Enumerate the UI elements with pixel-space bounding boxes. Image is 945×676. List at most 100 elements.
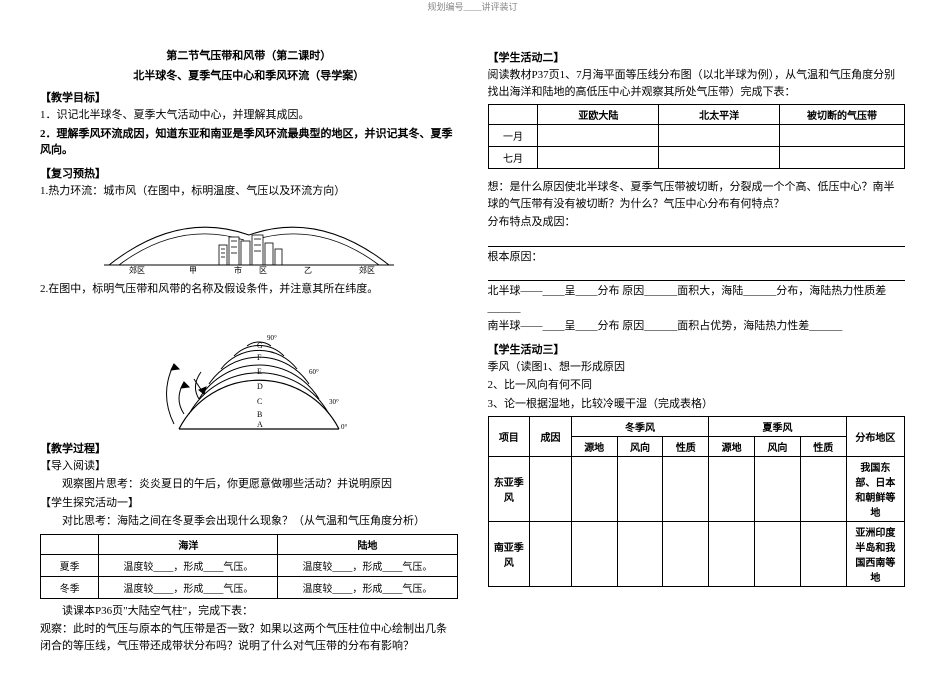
review-item-2: 2.在图中，标明气压带和风带的名称及假设条件，并注意其所在纬度。 xyxy=(40,281,458,298)
south-hemisphere-line: 南半球——____呈____分布 原因______面积占优势，海陆热力性差___… xyxy=(488,318,906,335)
t2-r1: 七月 xyxy=(488,147,538,169)
t3-r1-w3 xyxy=(663,522,709,587)
band-g: G xyxy=(257,341,263,350)
t3-r0-s2 xyxy=(755,457,801,522)
t3-r1-s1 xyxy=(709,522,755,587)
t3-r1-s2 xyxy=(755,522,801,587)
band-e: E xyxy=(257,367,262,376)
t1-h2: 陆地 xyxy=(278,534,457,554)
blank-line-1 xyxy=(488,233,906,247)
right-column: 【学生活动二】 阅读教材P37页1、7月海平面等压线分布图（以北半球为例），从气… xyxy=(488,43,906,656)
t3-h2-src-w: 源地 xyxy=(571,437,617,457)
t3-r0-s3 xyxy=(800,457,846,522)
activity1-text: 对比思考：海陆之间在冬夏季会出现什么现象？（从气温和气压角度分析） xyxy=(40,513,458,530)
t3-h-dist: 分布地区 xyxy=(846,417,904,457)
t3-r0-dist: 我国东部、日本和朝鲜等地 xyxy=(846,457,904,522)
deg-60: 60° xyxy=(309,368,319,376)
page-header: 规划编号____讲评装订 xyxy=(0,0,945,13)
t1-r0-land: 温度较____，形成____气压。 xyxy=(278,554,457,576)
blank-line-2 xyxy=(488,267,906,281)
band-d: D xyxy=(257,382,263,391)
left-column: 第二节气压带和风带（第二课时） 北半球冬、夏季气压中心和季风环流（导学案） 【教… xyxy=(40,43,458,656)
north-hemisphere-line: 北半球——____呈____分布 原因______面积大，海陆______分布，… xyxy=(488,283,906,316)
t2-r0c3 xyxy=(780,125,905,147)
t3-h2-prop-w: 性质 xyxy=(663,437,709,457)
activity3-2: 2、比一风向有何不同 xyxy=(488,377,906,394)
label-suburb-l: 郊区 xyxy=(129,265,145,275)
t3-h-winter: 冬季风 xyxy=(571,417,708,437)
t1-r1-label: 冬季 xyxy=(41,576,99,598)
intro-text: 观察图片思考：炎炎夏日的午后，你更愿意做哪些活动？并说明原因 xyxy=(40,476,458,493)
band-c: C xyxy=(257,397,262,406)
question-1: 想：是什么原因使北半球冬、夏季气压带被切断，分裂成一个个高、低压中心？南半球的气… xyxy=(488,179,906,212)
label-suburb-r: 郊区 xyxy=(359,265,375,275)
intro-label: 【导入阅读】 xyxy=(40,458,458,475)
t2-r1c3 xyxy=(780,147,905,169)
deg-0: 0° xyxy=(341,423,348,431)
city-circulation-figure: 郊区 甲 市 区 乙 郊区 xyxy=(99,205,399,275)
lesson-title-1: 第二节气压带和风带（第二课时） xyxy=(40,47,458,63)
t3-h-summer: 夏季风 xyxy=(709,417,846,437)
activity2-label: 【学生活动二】 xyxy=(488,49,906,65)
t1-h1: 海洋 xyxy=(99,534,278,554)
label-city-l: 市 xyxy=(234,265,242,275)
pressure-belts-figure: G F E D C B A 90° 60° 30° 0° xyxy=(149,304,349,434)
lesson-title-2: 北半球冬、夏季气压中心和季风环流（导学案） xyxy=(40,67,458,83)
label-city-r: 区 xyxy=(259,266,267,275)
t3-r0-s1 xyxy=(709,457,755,522)
t3-r1-dist: 亚洲印度半岛和我国西南等地 xyxy=(846,522,904,587)
t1-r0-sea: 温度较____，形成____气压。 xyxy=(99,554,278,576)
t3-r0-label: 东亚季风 xyxy=(488,457,530,522)
t3-r0-w1 xyxy=(571,457,617,522)
activity2-text: 阅读教材P37页1、7月海平面等压线分布图（以北半球为例），从气温和气压角度分别… xyxy=(488,67,906,100)
page-body: 第二节气压带和风带（第二课时） 北半球冬、夏季气压中心和季风环流（导学案） 【教… xyxy=(0,23,945,676)
monsoon-table: 项目 成因 冬季风 夏季风 分布地区 源地 风向 性质 源地 风向 性质 东亚季… xyxy=(488,416,906,587)
t3-h2-dir-w: 风向 xyxy=(617,437,663,457)
t3-r0-w3 xyxy=(663,457,709,522)
t2-h3: 被切断的气压带 xyxy=(780,105,905,125)
t2-r1c1 xyxy=(538,147,659,169)
label-yi: 乙 xyxy=(304,266,312,275)
band-b: B xyxy=(257,410,262,419)
goals-label: 【教学目标】 xyxy=(40,89,458,105)
review-label: 【复习预热】 xyxy=(40,165,458,181)
t3-r0-w2 xyxy=(617,457,663,522)
goal-1: 1．识记北半球冬、夏季大气活动中心，并理解其成因。 xyxy=(40,107,458,124)
t3-h2-src-s: 源地 xyxy=(709,437,755,457)
t3-r1-label: 南亚季风 xyxy=(488,522,530,587)
t1-r0-label: 夏季 xyxy=(41,554,99,576)
deg-90: 90° xyxy=(267,334,277,342)
t1-h0 xyxy=(41,534,99,554)
process-label: 【教学过程】 xyxy=(40,440,458,456)
t1-r1-sea: 温度较____，形成____气压。 xyxy=(99,576,278,598)
band-f: F xyxy=(257,353,262,362)
read-textbook: 读课本P36页"大陆空气柱"，完成下表： xyxy=(40,603,458,620)
pressure-center-table: 亚欧大陆 北太平洋 被切断的气压带 一月 七月 xyxy=(488,104,906,169)
deg-30: 30° xyxy=(329,398,339,406)
t2-h2: 北太平洋 xyxy=(659,105,780,125)
t2-r1c2 xyxy=(659,147,780,169)
observe-text: 观察：此时的气压与原本的气压带是否一致？如果以这两个气压柱位中心绘制出几条闭合的… xyxy=(40,621,458,654)
label-jia: 甲 xyxy=(189,266,197,275)
review-item-1: 1.热力环流：城市风（在图中，标明温度、气压以及环流方向） xyxy=(40,183,458,200)
t1-r1-land: 温度较____，形成____气压。 xyxy=(278,576,457,598)
sea-land-table: 海洋 陆地 夏季 温度较____，形成____气压。 温度较____，形成___… xyxy=(40,534,458,599)
activity3-label: 【学生活动三】 xyxy=(488,341,906,357)
t2-r0: 一月 xyxy=(488,125,538,147)
t3-h-cause: 成因 xyxy=(530,417,572,457)
t3-h2-prop-s: 性质 xyxy=(800,437,846,457)
t2-h1: 亚欧大陆 xyxy=(538,105,659,125)
activity3-3: 3、论一根据湿地，比较冷暖干湿（完成表格） xyxy=(488,396,906,413)
t2-h0 xyxy=(488,105,538,125)
question-3: 根本原因： xyxy=(488,249,906,266)
question-2: 分布特点及成因： xyxy=(488,214,906,231)
t3-h-item: 项目 xyxy=(488,417,530,457)
t3-r0-cause xyxy=(530,457,572,522)
goal-2: 2．理解季风环流成因，知道东亚和南亚是季风环流最典型的地区，并识记其冬、夏季风向… xyxy=(40,126,458,159)
t3-r1-w1 xyxy=(571,522,617,587)
t2-r0c2 xyxy=(659,125,780,147)
band-a: A xyxy=(257,420,263,429)
t3-r1-cause xyxy=(530,522,572,587)
t3-r1-s3 xyxy=(800,522,846,587)
t3-h2-dir-s: 风向 xyxy=(755,437,801,457)
